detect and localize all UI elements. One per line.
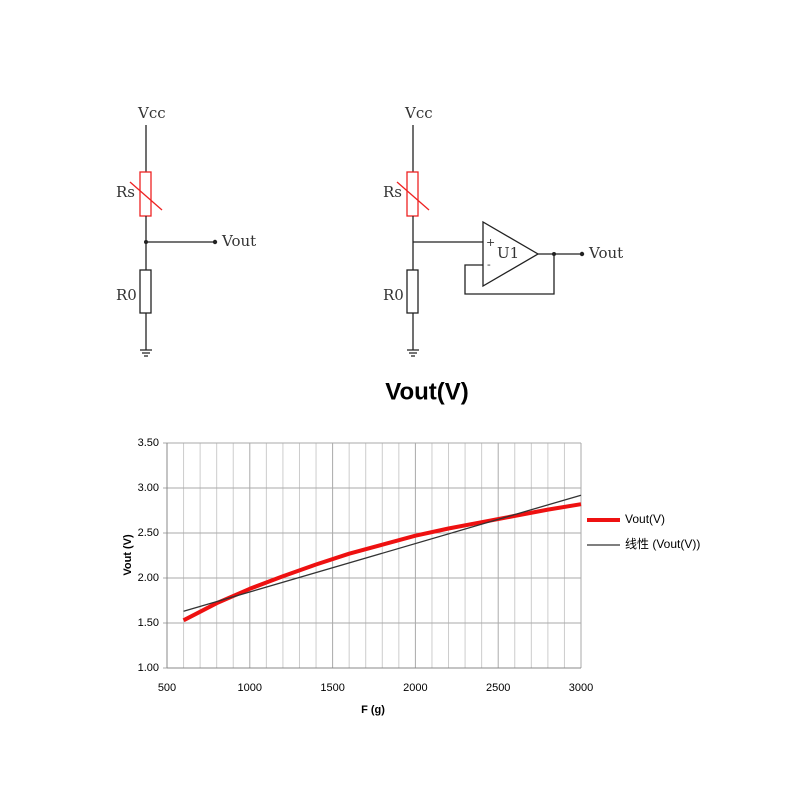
y-tick-label: 1.50	[138, 617, 159, 629]
legend-label: 线性 (Vout(V))	[625, 537, 700, 551]
r0-label: R0	[383, 286, 404, 304]
op-amp	[482, 220, 540, 288]
circuit-1: Vcc Rs Vout R0	[116, 104, 256, 357]
node	[579, 251, 585, 257]
vcc-label: Vcc	[137, 104, 166, 122]
resistor-arrow	[396, 181, 430, 211]
r0-label: R0	[116, 286, 137, 304]
vcc-label: Vcc	[404, 104, 433, 122]
node	[212, 239, 218, 245]
resistor-arrow	[129, 181, 163, 211]
chart-title: Vout(V)	[385, 378, 469, 405]
legend-label: Vout(V)	[625, 512, 665, 526]
resistor-r0	[139, 269, 152, 314]
ground	[140, 349, 152, 357]
vout-label: Vout	[588, 244, 623, 262]
x-tick-label: 2000	[403, 682, 427, 694]
y-tick-label: 3.50	[138, 437, 159, 449]
vout-label: Vout	[221, 232, 256, 250]
y-tick-label: 2.50	[138, 527, 159, 539]
resistor-rs	[406, 171, 419, 217]
wire	[464, 253, 582, 295]
x-tick-label: 1500	[320, 682, 344, 694]
x-tick-label: 2500	[486, 682, 510, 694]
ground	[407, 349, 419, 357]
rs-label: Rs	[116, 183, 135, 201]
chart: Vout(V) F (g) Vout (V) 500 1000 1500 2000 25…	[122, 378, 700, 716]
x-tick-label: 500	[158, 682, 176, 694]
x-tick-label: 3000	[569, 682, 593, 694]
series-line	[182, 502, 582, 623]
series-line	[183, 494, 582, 612]
opamp-label: U1	[497, 244, 519, 262]
y-tick-label: 1.00	[138, 662, 159, 674]
circuit-2: Vcc Rs + - U1 Vout R0	[383, 104, 623, 357]
resistor-rs	[139, 171, 152, 217]
minus-label: -	[487, 258, 491, 271]
resistor-r0	[406, 269, 419, 314]
rs-label: Rs	[383, 183, 402, 201]
plus-label: +	[486, 236, 495, 249]
y-tick-label: 3.00	[138, 482, 159, 494]
y-axis-label: Vout (V)	[122, 534, 134, 576]
y-tick-label: 2.00	[138, 572, 159, 584]
x-axis-label: F (g)	[361, 704, 385, 716]
node	[552, 252, 556, 256]
x-tick-label: 1000	[238, 682, 262, 694]
